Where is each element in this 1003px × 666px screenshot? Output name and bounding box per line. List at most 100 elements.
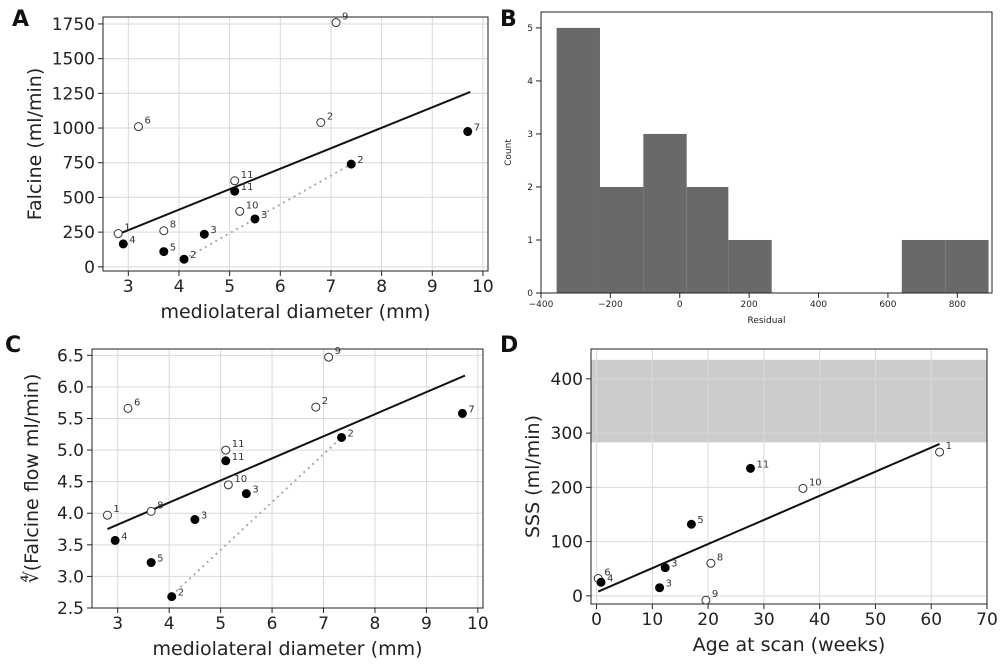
y-tick-label: 1000 [52,119,95,139]
open-point [235,206,245,216]
x-axis-label: mediolateral diameter (mm) [152,638,422,660]
point-label: 6 [604,568,610,579]
filled-point [746,463,756,473]
x-tick-label: −200 [598,300,623,310]
y-tick-label: 1500 [52,50,95,70]
open-point [798,483,808,493]
y-tick-label: 4.5 [57,473,84,493]
point-label: 1 [124,223,130,234]
plot-frame [91,348,484,609]
y-axis-label: Falcine (ml/min) [24,68,46,220]
y-tick-label: 1250 [52,84,95,104]
filled-point [660,563,670,573]
point-label: 2 [178,588,184,599]
y-tick-label: 3.0 [57,567,84,587]
dotted-segment [171,436,343,597]
open-point [113,229,123,239]
filled-point [596,577,606,587]
filled-point [346,159,356,169]
point-label: 5 [157,554,163,565]
dotted-segment [183,163,352,261]
point-label: 10 [809,477,822,488]
point-label: 2 [357,155,363,166]
histogram-bar [901,239,946,293]
panel-letter: D [500,333,518,358]
open-point [159,226,169,236]
y-axis-label: ∜(Falcine flow ml/min) [20,374,43,584]
panel-letter: C [5,333,21,358]
point-label: 2 [348,428,354,439]
open-point [223,480,233,490]
point-label: 2 [322,396,328,407]
histogram-bar [945,239,989,293]
filled-point [167,592,177,602]
y-tick-label: 1750 [52,15,95,35]
x-tick-label: 8 [376,277,387,297]
x-tick-label: 200 [741,300,758,310]
y-tick-label: 400 [551,370,583,390]
x-tick-label: 50 [865,610,887,630]
x-tick-label: 8 [370,614,381,634]
y-tick-label: 250 [63,223,95,243]
panel-letter: B [500,7,517,32]
open-point [102,510,112,520]
open-point [935,447,945,457]
plot-frame [540,11,993,294]
y-tick-label: 5 [527,24,533,34]
point-label: 3 [201,511,207,522]
open-point [221,445,231,455]
point-label: 6 [134,397,140,408]
filled-point [159,247,169,257]
y-axis-label: Count [504,139,514,166]
x-tick-label: 6 [267,614,278,634]
point-label: 11 [232,452,245,463]
point-label: 10 [234,474,247,485]
filled-point [241,489,251,499]
panel-letter: A [12,7,29,32]
y-tick-label: 5.0 [57,441,84,461]
point-label: 3 [210,225,216,236]
panel-A: 3 4 5 6 7 8 9 10 0 250 500 750 1000 1250 1500 1750 medio… [12,7,494,323]
y-axis-label: SSS (ml/min) [522,415,544,538]
x-tick-label: 4 [174,277,185,297]
regression-line [117,91,471,236]
open-point [331,18,341,28]
y-tick-label: 2.5 [57,599,84,619]
y-tick-label: 3.5 [57,536,84,556]
open-point [123,403,133,413]
x-tick-label: 400 [810,300,827,310]
y-tick-label: 200 [551,478,583,498]
y-tick-label: 3 [527,130,533,140]
histogram-bar [556,27,600,293]
y-tick-label: 6.5 [57,346,84,366]
x-tick-label: 3 [123,277,134,297]
x-tick-label: 0 [677,300,683,310]
point-label: 4 [607,573,613,584]
histogram-bar [643,133,687,293]
regression-line [597,443,940,593]
x-tick-label: 6 [275,277,286,297]
open-point [706,558,716,568]
x-tick-label: 60 [920,610,942,630]
x-tick-label: 20 [697,610,719,630]
x-tick-label: 9 [427,277,438,297]
x-tick-label: 4 [164,614,175,634]
regression-line [107,374,466,530]
point-label: 6 [144,116,150,127]
x-tick-label: 9 [421,614,432,634]
filled-point [230,186,240,196]
open-point [146,506,156,516]
x-tick-label: 7 [318,614,329,634]
x-tick-label: −400 [529,300,554,310]
panel-B: −400 −200 0 200 400 600 800 0 1 2 3 4 5 Residual Count… [500,7,993,326]
point-label: 1 [113,504,119,515]
y-tick-label: 0 [84,258,95,278]
x-axis-label: Age at scan (weeks) [693,634,886,656]
filled-point [146,558,156,568]
open-point [230,176,240,186]
plot-frame [102,16,489,272]
point-label: 7 [468,404,474,415]
x-axis-label: Residual [747,316,785,326]
y-tick-label: 6.0 [57,378,84,398]
